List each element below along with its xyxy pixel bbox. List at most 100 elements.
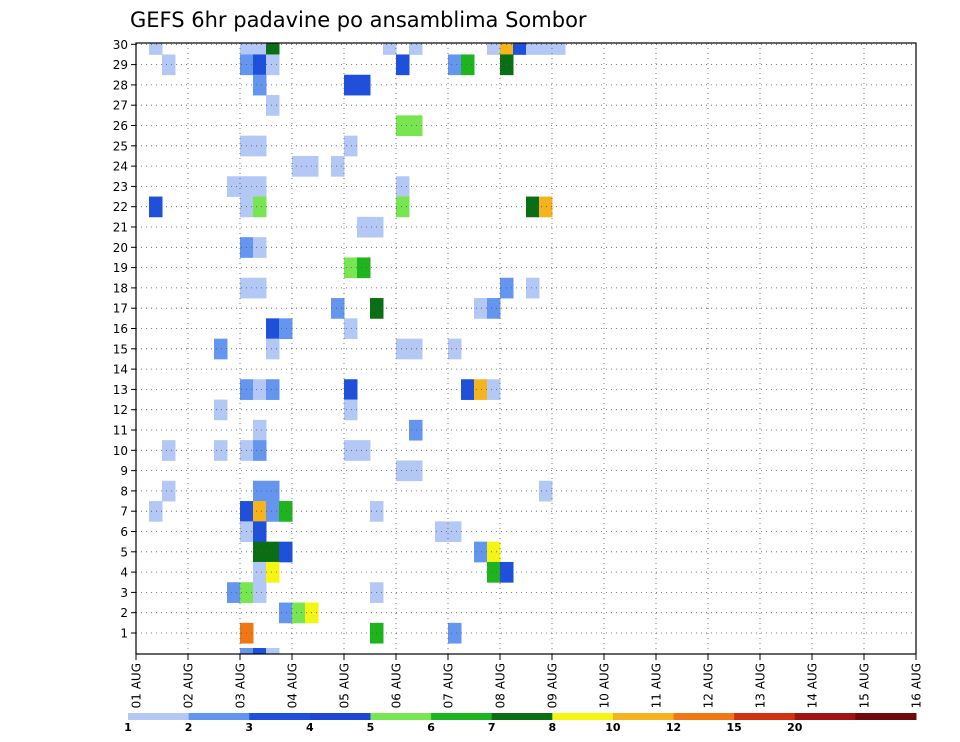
heatmap-cell <box>162 54 176 76</box>
heatmap-cell <box>292 602 306 624</box>
heatmap-cell <box>409 460 423 482</box>
heatmap-cell <box>253 419 267 441</box>
heatmap-cell <box>461 379 475 400</box>
legend-swatch <box>794 713 856 720</box>
heatmap-cell <box>539 480 553 502</box>
heatmap-cells <box>149 43 566 655</box>
heatmap-cell <box>253 196 267 218</box>
heatmap-cell <box>266 338 280 360</box>
heatmap-cell <box>396 115 410 137</box>
y-tick-label: 18 <box>113 281 128 295</box>
heatmap-cell <box>396 54 410 76</box>
heatmap-cell <box>396 460 410 482</box>
heatmap-cell <box>279 318 293 340</box>
heatmap-cell <box>357 257 371 279</box>
legend-swatch <box>309 713 371 720</box>
y-tick-label: 14 <box>113 363 128 377</box>
y-tick-label: 6 <box>120 525 128 539</box>
heatmap-cell <box>253 521 267 543</box>
legend-label: 12 <box>666 721 681 734</box>
heatmap-cell <box>383 43 397 55</box>
y-tick-label: 1 <box>120 627 128 641</box>
legend-swatch <box>249 713 311 720</box>
y-tick-label: 9 <box>120 464 128 478</box>
heatmap-cell <box>396 196 410 218</box>
y-tick-label: 3 <box>120 586 128 600</box>
heatmap-cell <box>253 541 267 563</box>
y-tick-label: 10 <box>113 444 128 458</box>
x-tick-label: 16 AUG <box>910 663 924 708</box>
heatmap-cell <box>266 54 280 76</box>
x-tick-label: 11 AUG <box>650 663 664 708</box>
heatmap-cell <box>409 419 423 441</box>
heatmap-cell <box>279 602 293 624</box>
heatmap-cell <box>253 440 267 461</box>
legend-swatch <box>188 713 250 720</box>
y-tick-label: 7 <box>120 505 128 519</box>
heatmap-cell <box>344 379 358 400</box>
heatmap-cell <box>448 622 462 644</box>
chart-title: GEFS 6hr padavine po ansamblima Sombor <box>130 8 587 32</box>
heatmap-cell <box>331 298 345 319</box>
heatmap-cell <box>253 480 267 502</box>
legend-label: 8 <box>548 721 556 734</box>
heatmap-cell <box>227 582 241 603</box>
x-tick-label: 13 AUG <box>754 663 768 708</box>
y-tick-label: 27 <box>113 99 128 113</box>
y-tick-label: 30 <box>113 38 128 52</box>
x-tick-label: 05 AUG <box>338 663 352 708</box>
legend-label: 10 <box>605 721 621 734</box>
y-tick-label: 28 <box>113 78 128 92</box>
heatmap-cell <box>214 338 228 360</box>
legend-swatch <box>552 713 614 720</box>
heatmap-cell <box>279 501 293 522</box>
heatmap-cell <box>149 196 163 218</box>
heatmap-cell <box>253 176 267 197</box>
legend-swatch <box>431 713 493 720</box>
heatmap-cell <box>487 541 501 563</box>
heatmap-cell <box>214 399 228 421</box>
heatmap-cell <box>253 135 267 157</box>
y-tick-label: 2 <box>120 606 128 620</box>
legend-swatch <box>370 713 432 720</box>
heatmap-cell <box>266 541 280 563</box>
heatmap-cell <box>253 54 267 76</box>
heatmap-cell <box>240 43 254 55</box>
heatmap-cell <box>526 43 540 55</box>
heatmap-cell <box>487 561 501 583</box>
y-tick-label: 13 <box>113 383 128 397</box>
x-tick-label: 06 AUG <box>390 663 404 708</box>
legend-label: 6 <box>427 721 435 734</box>
heatmap-cell <box>448 338 462 360</box>
heatmap-cell <box>409 115 423 137</box>
x-tick-label: 02 AUG <box>182 663 196 708</box>
legend-swatch <box>128 713 190 720</box>
heatmap-cell <box>539 196 553 218</box>
legend-swatch <box>673 713 735 720</box>
heatmap-cell <box>344 74 358 96</box>
heatmap-cell <box>448 54 462 76</box>
x-tick-label: 15 AUG <box>858 663 872 708</box>
heatmap-cell <box>487 43 501 55</box>
x-tick-label: 01 AUG <box>130 663 144 708</box>
heatmap-cell <box>344 135 358 157</box>
y-tick-label: 15 <box>113 342 128 356</box>
heatmap-cell <box>266 43 280 55</box>
heatmap-cell <box>331 155 345 177</box>
heatmap-cell <box>227 176 241 197</box>
heatmap-cell <box>448 521 462 543</box>
legend-label: 4 <box>306 721 314 734</box>
heatmap-cell <box>357 216 371 238</box>
heatmap-cell <box>539 43 553 55</box>
heatmap-cell <box>253 501 267 522</box>
heatmap-cell <box>344 257 358 279</box>
legend-label: 15 <box>726 721 741 734</box>
heatmap-cell <box>253 379 267 400</box>
heatmap-cell <box>266 318 280 340</box>
grid-lines <box>136 43 916 654</box>
heatmap-cell <box>240 648 254 655</box>
heatmap-cell <box>266 480 280 502</box>
heatmap-cell <box>396 176 410 197</box>
heatmap-cell <box>214 440 228 461</box>
